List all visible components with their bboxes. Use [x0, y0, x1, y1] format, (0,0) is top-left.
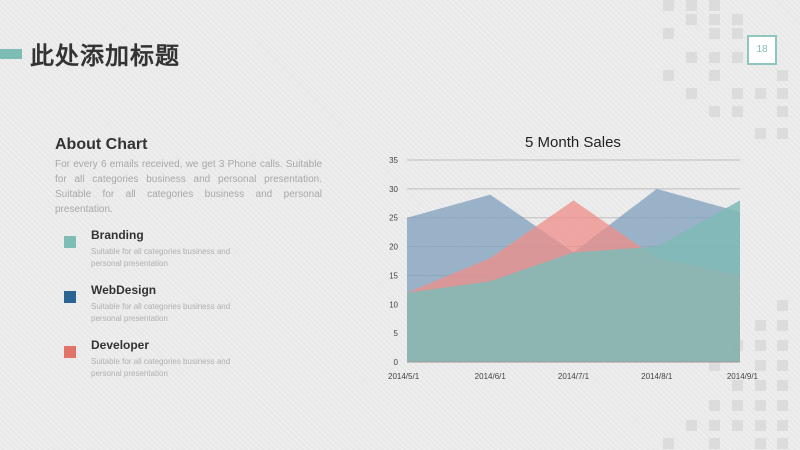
decor-square	[755, 400, 766, 411]
page-number: 18	[747, 35, 777, 65]
decor-square	[732, 420, 743, 431]
decor-square	[777, 420, 788, 431]
decor-square	[663, 0, 674, 11]
decor-square	[686, 420, 697, 431]
decor-square	[777, 360, 788, 371]
x-tick-label: 2014/8/1	[641, 372, 673, 381]
x-tick-label: 2014/7/1	[558, 372, 590, 381]
legend-label: WebDesign	[91, 283, 157, 297]
y-tick-label: 20	[389, 243, 398, 252]
decor-square	[777, 300, 788, 311]
decor-square	[663, 28, 674, 39]
decor-square	[686, 88, 697, 99]
y-tick-label: 25	[389, 214, 398, 223]
legend-description: Suitable for all categories business and…	[91, 302, 231, 323]
legend-swatch-webdesign	[64, 291, 76, 303]
decor-square	[755, 88, 766, 99]
decor-square	[686, 0, 697, 11]
decor-square	[777, 438, 788, 449]
decor-square	[709, 14, 720, 25]
legend-label: Developer	[91, 338, 150, 352]
y-tick-label: 35	[389, 156, 398, 165]
legend-label: Branding	[91, 228, 144, 242]
decor-square	[777, 88, 788, 99]
decor-square	[777, 340, 788, 351]
y-tick-label: 30	[389, 185, 398, 194]
decor-square	[709, 70, 720, 81]
y-tick-label: 15	[389, 271, 398, 280]
chart-title: 5 Month Sales	[525, 134, 621, 151]
decor-square	[777, 128, 788, 139]
area-series-3	[407, 200, 740, 362]
decor-square	[732, 52, 743, 63]
decor-square	[709, 52, 720, 63]
decor-square	[709, 400, 720, 411]
decor-square	[709, 438, 720, 449]
x-tick-label: 2014/5/1	[388, 372, 420, 381]
decor-square	[663, 70, 674, 81]
decor-square	[709, 28, 720, 39]
decor-square	[732, 28, 743, 39]
decor-square	[755, 438, 766, 449]
decor-square	[777, 106, 788, 117]
y-tick-label: 10	[389, 300, 398, 309]
chart-axes: 0 5 10 15 20 25 30 35 2014/5/1 2014/6/1 2014/7/1 20…	[388, 156, 759, 381]
decor-square	[732, 14, 743, 25]
chart-areas	[407, 188, 740, 362]
area-chart: 5 Month Sales 0 5 10 15 20 25 30 35 2014/5/1 2014…	[388, 134, 759, 381]
decor-square	[686, 52, 697, 63]
decor-square	[663, 438, 674, 449]
x-tick-label: 2014/9/1	[727, 372, 759, 381]
x-tick-label: 2014/6/1	[475, 372, 507, 381]
legend-description: Suitable for all categories business and…	[91, 357, 231, 378]
decor-square	[709, 420, 720, 431]
decor-square	[755, 420, 766, 431]
decor-square	[777, 380, 788, 391]
decor-square	[777, 400, 788, 411]
legend-swatch-branding	[64, 236, 76, 248]
decor-square	[709, 0, 720, 11]
about-chart-text: For every 6 emails received, we get 3 Ph…	[55, 159, 322, 215]
decor-square	[777, 320, 788, 331]
title-accent-bar	[0, 49, 22, 59]
y-tick-label: 5	[394, 329, 399, 338]
decor-square	[732, 400, 743, 411]
legend-description: Suitable for all categories business and…	[91, 247, 231, 268]
decor-square	[686, 14, 697, 25]
slide-title: 此处添加标题	[30, 42, 180, 70]
y-tick-label: 0	[394, 358, 399, 367]
decor-square	[709, 106, 720, 117]
legend-swatch-developer	[64, 346, 76, 358]
decor-square	[777, 70, 788, 81]
decor-square	[732, 88, 743, 99]
decor-square	[732, 106, 743, 117]
about-chart-heading: About Chart	[55, 136, 148, 153]
